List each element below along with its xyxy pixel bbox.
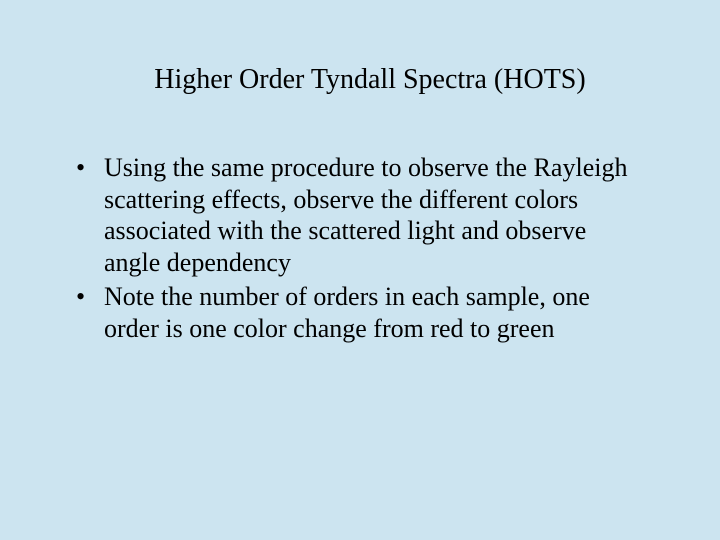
slide-title: Higher Order Tyndall Spectra (HOTS) <box>100 64 640 96</box>
list-item: Note the number of orders in each sample… <box>76 281 630 344</box>
slide-container: Higher Order Tyndall Spectra (HOTS) Usin… <box>0 0 720 540</box>
list-item: Using the same procedure to observe the … <box>76 152 630 279</box>
bullet-list: Using the same procedure to observe the … <box>60 152 660 344</box>
